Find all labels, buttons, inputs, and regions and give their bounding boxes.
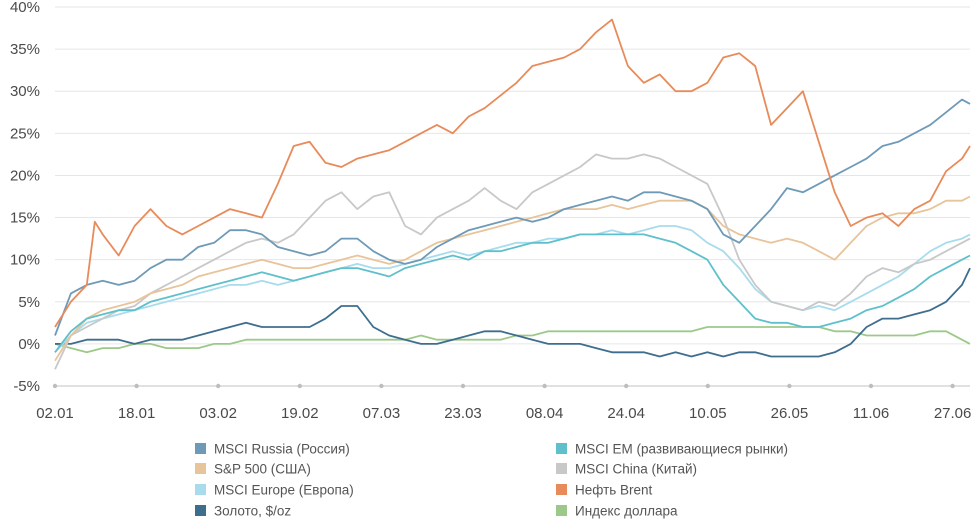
x-tick-label: 18.01 bbox=[118, 405, 156, 422]
x-tick-label: 07.03 bbox=[363, 405, 401, 422]
series-line-2 bbox=[54, 195, 971, 362]
x-tick-label: 02.01 bbox=[36, 405, 74, 422]
x-tick-marker bbox=[134, 383, 139, 389]
series-line-0 bbox=[54, 98, 971, 336]
series-line-4 bbox=[54, 225, 971, 353]
x-tick-marker bbox=[624, 383, 629, 389]
series-line-1 bbox=[54, 233, 971, 353]
x-axis: 02.01 18.01 03.02 19.02 07.03 23.03 08.04 24.04… bbox=[36, 383, 971, 422]
y-tick-label: 15% bbox=[10, 210, 40, 227]
y-tick-label: 30% bbox=[10, 83, 40, 100]
legend-label: Нефть Brent bbox=[575, 483, 653, 498]
legend-swatch bbox=[556, 463, 567, 474]
legend-label: MSCI Russia (Россия) bbox=[214, 442, 350, 457]
legend-swatch bbox=[556, 484, 567, 495]
series-lines bbox=[54, 18, 971, 370]
legend-label: MSCI Europe (Европа) bbox=[214, 483, 354, 498]
x-tick-label: 03.02 bbox=[199, 405, 237, 422]
legend-swatch bbox=[556, 443, 567, 454]
x-tick-marker bbox=[460, 383, 466, 389]
x-tick-marker bbox=[297, 383, 302, 389]
x-tick-label: 27.06 bbox=[934, 405, 971, 422]
x-tick-marker bbox=[216, 383, 221, 389]
legend-label: S&P 500 (США) bbox=[214, 462, 311, 477]
y-tick-label: 25% bbox=[10, 125, 40, 142]
x-tick-marker bbox=[868, 383, 874, 389]
legend-swatch bbox=[195, 443, 206, 454]
x-tick-label: 26.05 bbox=[771, 405, 809, 422]
series-line-3 bbox=[54, 153, 971, 370]
y-tick-label: -5% bbox=[13, 378, 40, 395]
x-tick-label: 11.06 bbox=[853, 405, 889, 422]
legend-swatch bbox=[195, 505, 206, 516]
x-tick-marker bbox=[52, 383, 58, 389]
x-tick-marker bbox=[705, 383, 710, 389]
legend: MSCI Russia (Россия) MSCI EM (развивающие… bbox=[195, 442, 788, 519]
x-tick-label: 23.03 bbox=[444, 405, 482, 422]
y-axis-ticks: -5% 0% 5% 10% 15% 20% 25% 30% 35% 40% bbox=[10, 0, 40, 395]
grid-lines bbox=[55, 6, 970, 345]
y-tick-label: 10% bbox=[10, 252, 40, 269]
legend-label: Индекс доллара bbox=[575, 504, 678, 519]
legend-swatch bbox=[195, 463, 206, 474]
series-line-5 bbox=[54, 18, 971, 328]
y-tick-label: 40% bbox=[10, 0, 40, 16]
y-tick-label: 0% bbox=[18, 336, 40, 353]
legend-swatch bbox=[556, 505, 567, 516]
y-tick-label: 20% bbox=[10, 167, 40, 184]
x-tick-label: 19.02 bbox=[281, 405, 319, 422]
x-tick-marker bbox=[950, 383, 955, 389]
x-tick-label: 24.04 bbox=[607, 405, 645, 422]
x-tick-marker bbox=[787, 383, 792, 389]
x-tick-label: 08.04 bbox=[526, 405, 564, 422]
x-tick-marker bbox=[542, 383, 547, 389]
legend-swatch bbox=[195, 484, 206, 495]
series-line-6 bbox=[55, 267, 971, 358]
y-tick-label: 35% bbox=[10, 41, 40, 58]
legend-label: MSCI EM (развивающиеся рынки) bbox=[575, 442, 788, 457]
x-tick-marker bbox=[379, 383, 384, 389]
series-line-7 bbox=[54, 326, 971, 354]
legend-label: Золото, $/oz bbox=[214, 504, 291, 519]
x-tick-label: 10.05 bbox=[689, 405, 727, 422]
legend-label: MSCI China (Китай) bbox=[575, 462, 697, 477]
y-tick-label: 5% bbox=[18, 294, 40, 311]
